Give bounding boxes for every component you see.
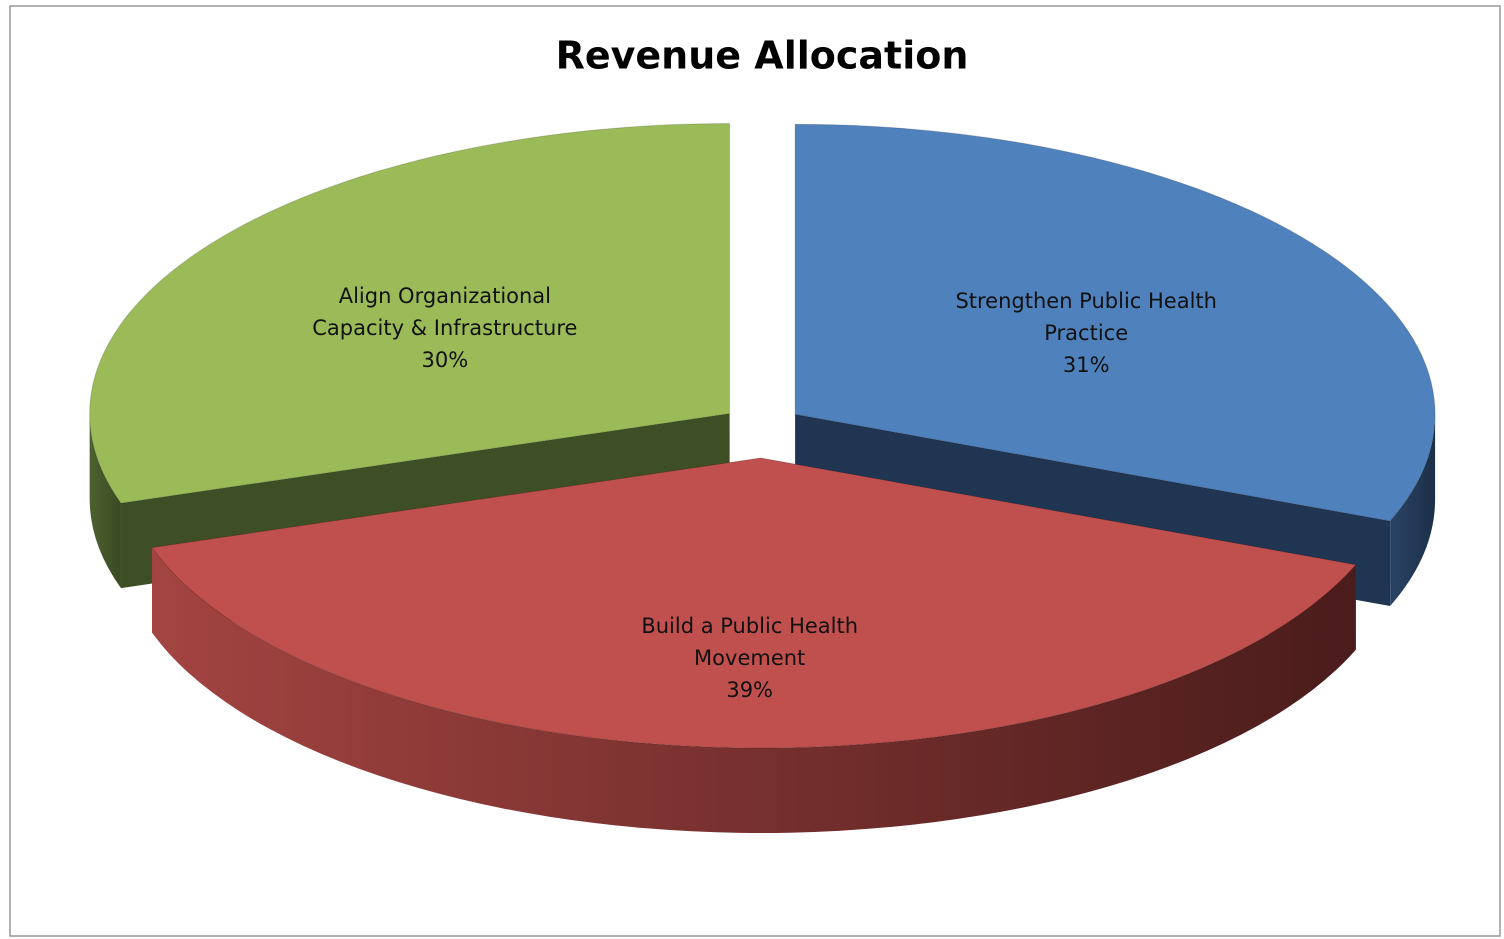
frame [9, 5, 1501, 937]
slice-side [1390, 414, 1436, 607]
category-label: Build a Public Health Movement [641, 613, 859, 670]
slice-label: Build a Public Health Movement 39% [600, 610, 900, 706]
slice [89, 123, 731, 504]
slice-side [89, 413, 121, 589]
value-label: 39% [726, 677, 774, 702]
slice-label: Strengthen Public Health Practice 31% [936, 285, 1236, 381]
category-label: Strengthen Public Health Practice [955, 289, 1217, 346]
slice-label: Align Organizational Capacity & Infrastr… [295, 280, 595, 376]
slice-side [152, 547, 1356, 833]
value-label: 31% [1062, 353, 1110, 378]
chart-title: Revenue Allocation [556, 34, 969, 78]
slice [151, 457, 1357, 749]
category-label: Align Organizational Capacity & Infrastr… [312, 283, 578, 340]
slice [794, 123, 1436, 522]
value-label: 30% [421, 347, 469, 372]
